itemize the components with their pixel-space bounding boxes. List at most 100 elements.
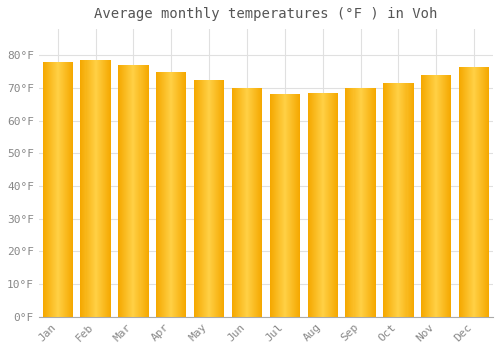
Bar — [463, 66, 464, 317]
Bar — [488, 66, 490, 317]
Bar — [316, 93, 318, 317]
Bar — [466, 66, 467, 317]
Bar — [299, 94, 300, 317]
Bar — [48, 62, 50, 317]
Bar — [468, 66, 469, 317]
Bar — [442, 75, 444, 317]
Bar — [69, 62, 70, 317]
Bar — [66, 62, 67, 317]
Bar — [285, 94, 286, 317]
Bar — [462, 66, 463, 317]
Bar — [213, 80, 214, 317]
Bar — [297, 94, 298, 317]
Bar — [426, 75, 427, 317]
Bar — [479, 66, 480, 317]
Bar — [146, 65, 148, 317]
Bar — [324, 93, 326, 317]
Bar — [237, 88, 238, 317]
Bar — [433, 75, 434, 317]
Bar — [436, 75, 438, 317]
Bar — [102, 60, 104, 317]
Bar — [261, 88, 262, 317]
Bar — [161, 71, 162, 317]
Bar — [476, 66, 477, 317]
Bar — [184, 71, 186, 317]
Bar — [336, 93, 337, 317]
Bar — [209, 80, 210, 317]
Bar — [471, 66, 472, 317]
Bar — [370, 88, 372, 317]
Bar — [406, 83, 408, 317]
Bar — [44, 62, 46, 317]
Bar — [212, 80, 213, 317]
Bar — [159, 71, 160, 317]
Bar — [82, 60, 84, 317]
Bar — [333, 93, 334, 317]
Bar — [278, 94, 279, 317]
Bar — [238, 88, 239, 317]
Bar — [220, 80, 222, 317]
Bar — [294, 94, 295, 317]
Bar — [124, 65, 126, 317]
Bar — [484, 66, 485, 317]
Bar — [428, 75, 429, 317]
Bar — [172, 71, 174, 317]
Bar — [350, 88, 352, 317]
Bar — [160, 71, 161, 317]
Bar — [444, 75, 446, 317]
Bar — [122, 65, 124, 317]
Bar — [427, 75, 428, 317]
Bar — [446, 75, 448, 317]
Bar — [202, 80, 203, 317]
Bar — [54, 62, 56, 317]
Bar — [194, 80, 195, 317]
Bar — [286, 94, 287, 317]
Bar — [328, 93, 329, 317]
Bar — [104, 60, 106, 317]
Bar — [222, 80, 224, 317]
Bar — [170, 71, 172, 317]
Bar — [207, 80, 208, 317]
Bar — [134, 65, 136, 317]
Bar — [440, 75, 442, 317]
Bar — [335, 93, 336, 317]
Bar — [61, 62, 62, 317]
Bar — [480, 66, 481, 317]
Bar — [206, 80, 207, 317]
Bar — [282, 94, 283, 317]
Bar — [217, 80, 218, 317]
Bar — [312, 93, 314, 317]
Bar — [295, 94, 296, 317]
Bar — [246, 88, 247, 317]
Bar — [284, 94, 285, 317]
Bar — [203, 80, 204, 317]
Bar — [477, 66, 478, 317]
Bar — [429, 75, 430, 317]
Bar — [298, 94, 299, 317]
Bar — [56, 62, 58, 317]
Bar — [65, 62, 66, 317]
Bar — [232, 88, 233, 317]
Bar — [205, 80, 206, 317]
Bar — [247, 88, 248, 317]
Bar — [360, 88, 362, 317]
Bar — [136, 65, 138, 317]
Bar — [50, 62, 51, 317]
Bar — [421, 75, 422, 317]
Bar — [460, 66, 461, 317]
Bar — [280, 94, 281, 317]
Bar — [425, 75, 426, 317]
Bar — [292, 94, 293, 317]
Bar — [291, 94, 292, 317]
Bar — [140, 65, 141, 317]
Bar — [252, 88, 253, 317]
Bar — [486, 66, 488, 317]
Bar — [364, 88, 366, 317]
Bar — [386, 83, 388, 317]
Bar — [240, 88, 241, 317]
Bar — [245, 88, 246, 317]
Bar — [128, 65, 130, 317]
Bar — [396, 83, 398, 317]
Bar — [259, 88, 260, 317]
Bar — [84, 60, 86, 317]
